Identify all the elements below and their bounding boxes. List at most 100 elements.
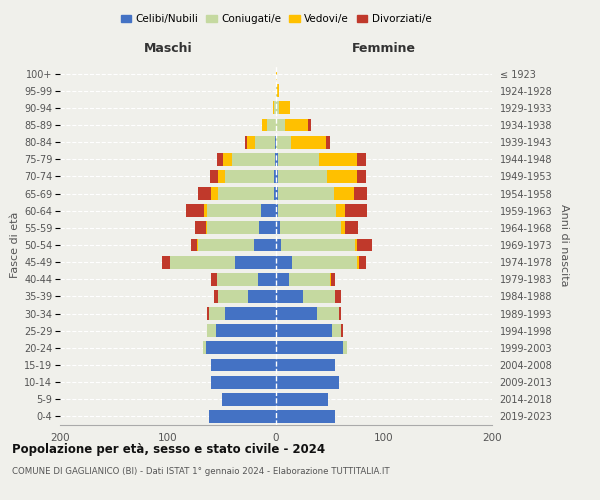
Bar bbox=[259, 222, 276, 234]
Bar bbox=[331, 273, 335, 285]
Bar bbox=[218, 187, 274, 200]
Bar bbox=[217, 153, 223, 166]
Bar bbox=[332, 324, 341, 337]
Bar bbox=[327, 170, 357, 183]
Bar bbox=[276, 187, 278, 200]
Bar bbox=[232, 153, 275, 166]
Bar bbox=[275, 136, 276, 148]
Bar bbox=[289, 273, 330, 285]
Bar bbox=[335, 290, 341, 303]
Bar bbox=[191, 238, 197, 252]
Bar bbox=[276, 307, 317, 320]
Bar bbox=[338, 307, 341, 320]
Bar bbox=[217, 273, 257, 285]
Text: Femmine: Femmine bbox=[352, 42, 416, 54]
Bar bbox=[268, 118, 276, 132]
Bar bbox=[276, 102, 279, 114]
Bar bbox=[235, 256, 276, 268]
Bar bbox=[357, 153, 365, 166]
Legend: Celibi/Nubili, Coniugati/e, Vedovi/e, Divorziati/e: Celibi/Nubili, Coniugati/e, Vedovi/e, Di… bbox=[116, 10, 436, 29]
Bar bbox=[218, 170, 225, 183]
Bar bbox=[225, 307, 276, 320]
Bar bbox=[215, 324, 276, 337]
Bar bbox=[343, 342, 347, 354]
Bar bbox=[211, 376, 276, 388]
Bar bbox=[354, 187, 367, 200]
Bar bbox=[254, 238, 276, 252]
Bar bbox=[317, 307, 338, 320]
Bar bbox=[276, 153, 278, 166]
Bar bbox=[222, 393, 276, 406]
Bar bbox=[206, 342, 276, 354]
Bar bbox=[276, 136, 291, 148]
Bar bbox=[245, 136, 247, 148]
Bar bbox=[274, 187, 276, 200]
Bar bbox=[262, 118, 268, 132]
Bar bbox=[248, 290, 276, 303]
Bar bbox=[276, 376, 338, 388]
Bar bbox=[276, 256, 292, 268]
Bar bbox=[359, 256, 365, 268]
Bar bbox=[278, 187, 334, 200]
Bar bbox=[341, 222, 345, 234]
Bar bbox=[276, 358, 335, 372]
Y-axis label: Fasce di età: Fasce di età bbox=[10, 212, 20, 278]
Bar bbox=[198, 238, 254, 252]
Bar bbox=[225, 170, 274, 183]
Text: Maschi: Maschi bbox=[143, 42, 193, 54]
Bar bbox=[210, 170, 218, 183]
Bar bbox=[276, 324, 332, 337]
Bar bbox=[198, 187, 211, 200]
Bar bbox=[278, 170, 327, 183]
Bar bbox=[341, 324, 343, 337]
Bar bbox=[276, 393, 328, 406]
Bar bbox=[207, 324, 215, 337]
Bar bbox=[276, 222, 280, 234]
Bar bbox=[276, 204, 278, 217]
Bar bbox=[209, 307, 225, 320]
Bar bbox=[292, 256, 357, 268]
Bar bbox=[203, 342, 206, 354]
Bar bbox=[187, 204, 203, 217]
Bar bbox=[256, 136, 275, 148]
Bar bbox=[303, 290, 335, 303]
Text: COMUNE DI GAGLIANICO (BI) - Dati ISTAT 1° gennaio 2024 - Elaborazione TUTTITALIA: COMUNE DI GAGLIANICO (BI) - Dati ISTAT 1… bbox=[12, 468, 389, 476]
Bar bbox=[281, 238, 355, 252]
Bar bbox=[273, 102, 274, 114]
Bar bbox=[291, 136, 326, 148]
Text: Popolazione per età, sesso e stato civile - 2024: Popolazione per età, sesso e stato civil… bbox=[12, 442, 325, 456]
Bar bbox=[276, 290, 303, 303]
Bar bbox=[211, 273, 217, 285]
Bar bbox=[247, 136, 256, 148]
Bar bbox=[276, 238, 281, 252]
Bar bbox=[257, 273, 276, 285]
Bar bbox=[355, 238, 357, 252]
Bar bbox=[326, 136, 330, 148]
Bar bbox=[284, 118, 308, 132]
Bar bbox=[319, 153, 357, 166]
Bar bbox=[276, 342, 343, 354]
Y-axis label: Anni di nascita: Anni di nascita bbox=[559, 204, 569, 286]
Bar bbox=[276, 170, 278, 183]
Bar bbox=[345, 222, 358, 234]
Bar bbox=[337, 204, 345, 217]
Bar bbox=[197, 238, 198, 252]
Bar bbox=[209, 410, 276, 423]
Bar bbox=[345, 204, 367, 217]
Bar bbox=[308, 118, 311, 132]
Bar bbox=[280, 222, 341, 234]
Bar bbox=[357, 256, 359, 268]
Bar bbox=[334, 187, 354, 200]
Bar bbox=[276, 273, 289, 285]
Bar bbox=[214, 290, 218, 303]
Bar bbox=[330, 273, 331, 285]
Bar bbox=[276, 410, 335, 423]
Bar bbox=[276, 67, 277, 80]
Bar bbox=[357, 238, 372, 252]
Bar bbox=[207, 307, 209, 320]
Bar bbox=[274, 170, 276, 183]
Bar bbox=[211, 358, 276, 372]
Bar bbox=[277, 84, 279, 97]
Bar bbox=[211, 187, 218, 200]
Bar bbox=[195, 222, 206, 234]
